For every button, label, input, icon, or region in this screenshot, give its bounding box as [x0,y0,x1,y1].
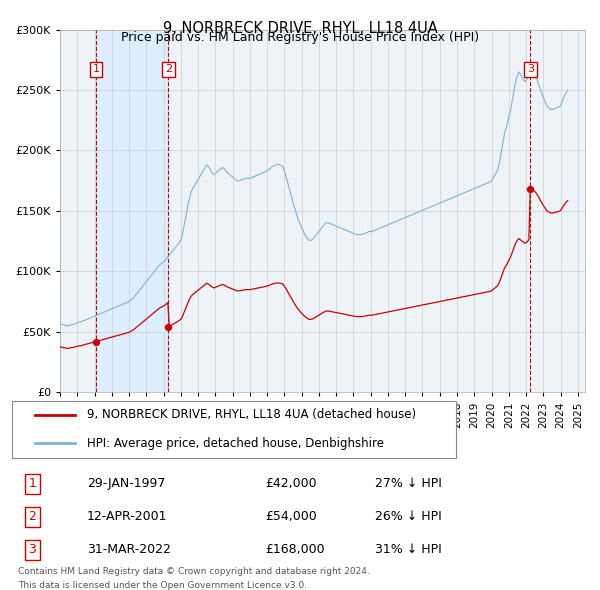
Text: 29-JAN-1997: 29-JAN-1997 [87,477,165,490]
Bar [96,30,169,392]
FancyBboxPatch shape [12,401,455,458]
Text: £168,000: £168,000 [265,543,325,556]
Point [164,322,173,332]
Text: HPI: Average price, detached house, Denbighshire: HPI: Average price, detached house, Denb… [87,437,384,450]
Text: 9, NORBRECK DRIVE, RHYL, LL18 4UA (detached house): 9, NORBRECK DRIVE, RHYL, LL18 4UA (detac… [87,408,416,421]
Text: 31% ↓ HPI: 31% ↓ HPI [375,543,442,556]
Text: 3: 3 [28,543,36,556]
Text: 3: 3 [527,64,534,74]
Text: 31-MAR-2022: 31-MAR-2022 [87,543,171,556]
Text: 2: 2 [165,64,172,74]
Text: 2: 2 [28,510,36,523]
Text: £42,000: £42,000 [265,477,317,490]
Point [526,185,535,194]
Point [91,337,101,346]
Text: 27% ↓ HPI: 27% ↓ HPI [375,477,442,490]
Text: 1: 1 [92,64,100,74]
Text: 1: 1 [28,477,36,490]
Text: Price paid vs. HM Land Registry's House Price Index (HPI): Price paid vs. HM Land Registry's House … [121,31,479,44]
Text: Contains HM Land Registry data © Crown copyright and database right 2024.: Contains HM Land Registry data © Crown c… [18,566,370,576]
Text: This data is licensed under the Open Government Licence v3.0.: This data is licensed under the Open Gov… [18,581,307,590]
Text: £54,000: £54,000 [265,510,317,523]
Text: 9, NORBRECK DRIVE, RHYL, LL18 4UA: 9, NORBRECK DRIVE, RHYL, LL18 4UA [163,21,437,35]
Text: 12-APR-2001: 12-APR-2001 [87,510,167,523]
Text: 26% ↓ HPI: 26% ↓ HPI [375,510,442,523]
